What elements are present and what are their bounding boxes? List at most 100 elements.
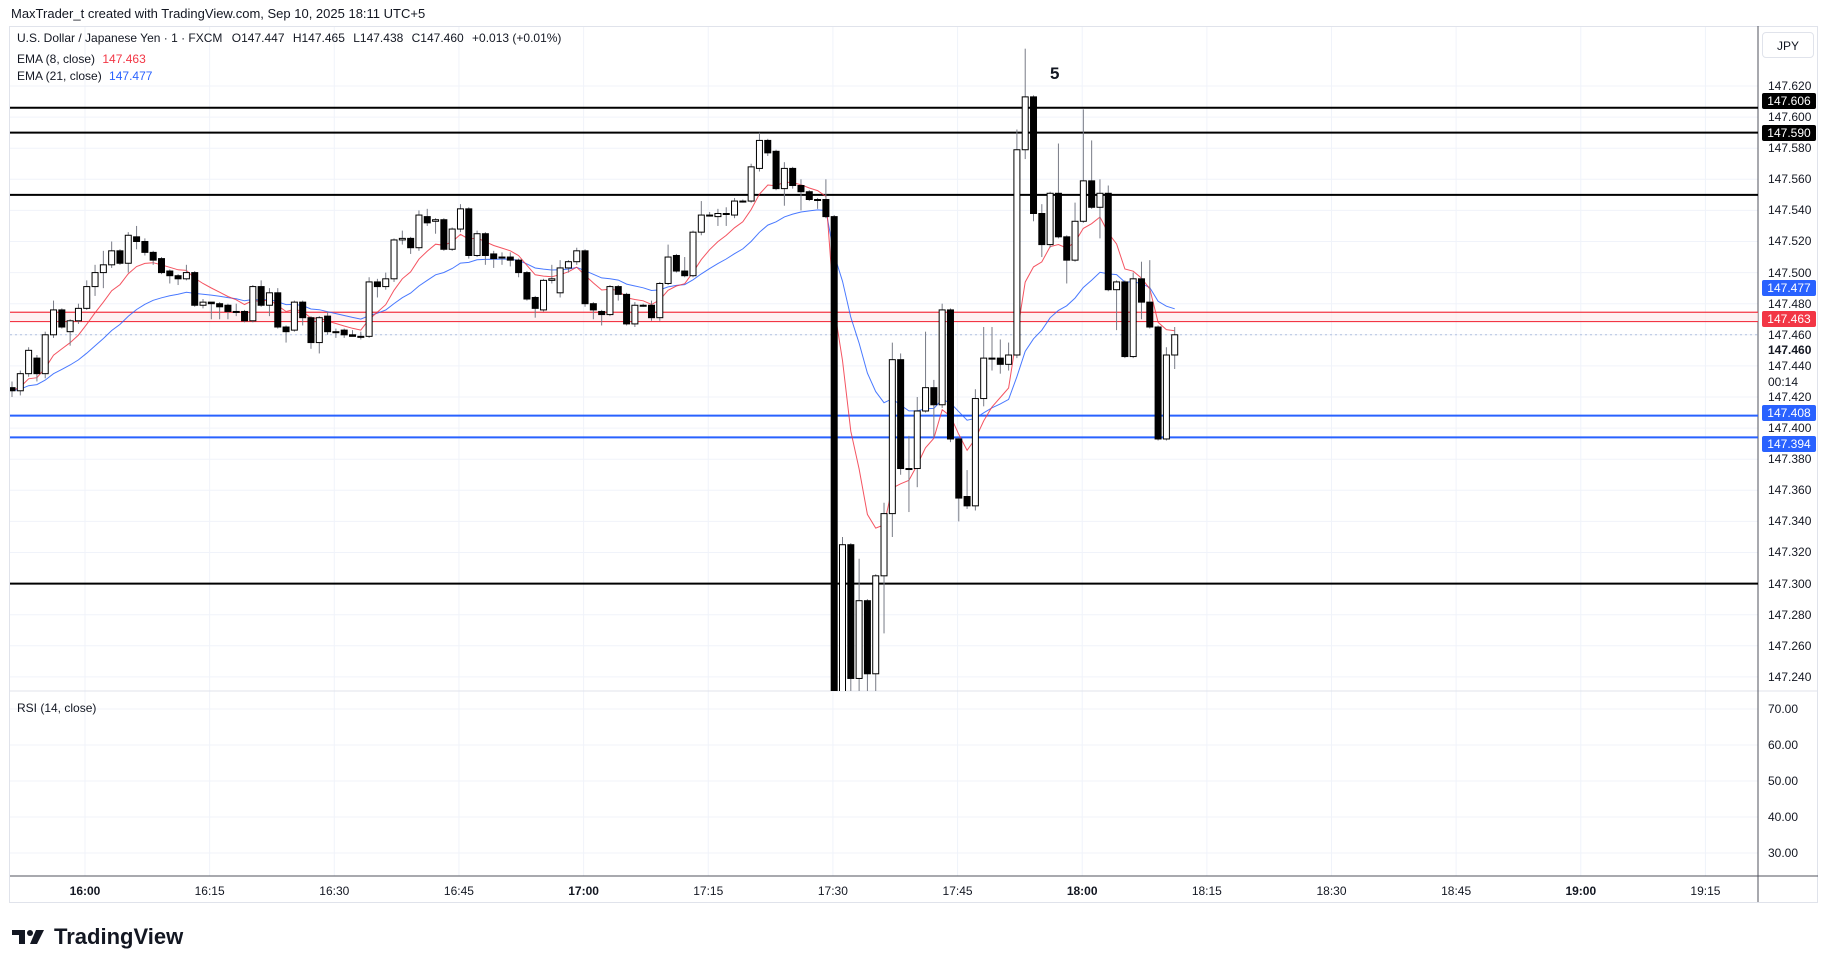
- symbol-name[interactable]: U.S. Dollar / Japanese Yen · 1 · FXCM: [17, 31, 223, 45]
- candle-bullish: [905, 435, 913, 513]
- candle-body: [946, 309, 954, 440]
- candle-bullish: [988, 327, 996, 371]
- candle-body: [1096, 192, 1104, 208]
- candle-bearish: [1146, 260, 1154, 329]
- ema8-legend[interactable]: EMA (8, close) 147.463: [17, 52, 146, 66]
- candle-body: [830, 216, 838, 691]
- candle-bearish: [241, 309, 249, 323]
- ohlc-close: C147.460: [411, 31, 464, 45]
- ema21-label: EMA (21, close): [17, 69, 102, 83]
- candle-bearish: [490, 250, 498, 268]
- candle-bearish: [157, 257, 165, 275]
- candle-bullish: [1171, 327, 1179, 370]
- candle-body: [905, 468, 913, 471]
- price-tick-label: 147.380: [1768, 452, 1812, 467]
- candle-bullish: [1071, 202, 1079, 262]
- candle-body: [1071, 220, 1079, 261]
- candle-body: [498, 256, 506, 259]
- wave-5-annotation[interactable]: 5: [1050, 64, 1060, 83]
- price-axis-label: 147.408: [1762, 404, 1816, 421]
- candle-bearish: [174, 274, 182, 286]
- candle-body: [141, 240, 149, 253]
- candle-bullish: [1021, 48, 1029, 160]
- candle-body: [290, 301, 298, 331]
- candle-body: [340, 329, 348, 336]
- ema21-value: 147.477: [109, 69, 153, 83]
- logo-text: TradingView: [54, 924, 184, 949]
- candle-bearish: [58, 308, 66, 329]
- last-price-label: 147.460: [1768, 342, 1812, 357]
- candle-body: [614, 286, 622, 295]
- rsi-tick-label: 30.00: [1768, 846, 1799, 860]
- candle-bullish: [66, 319, 74, 346]
- candle-body: [332, 331, 340, 334]
- candle-bullish: [1162, 347, 1170, 441]
- candle-bearish: [340, 328, 348, 338]
- candle-body: [988, 357, 996, 360]
- candle-bearish: [216, 302, 224, 320]
- candle-bullish: [855, 558, 863, 691]
- candle-bearish: [133, 225, 141, 250]
- candle-body: [1021, 96, 1029, 151]
- candle-body: [207, 301, 215, 305]
- candle-body: [349, 334, 357, 337]
- price-tick-label: 147.320: [1768, 545, 1812, 560]
- candle-body: [10, 387, 16, 392]
- price-axis-label: 147.477: [1762, 280, 1816, 297]
- candle-bullish: [938, 303, 946, 408]
- candle-body: [182, 272, 190, 280]
- candle-bullish: [83, 280, 91, 310]
- candle-bearish: [623, 292, 631, 326]
- candle-body: [1038, 213, 1046, 246]
- candle-body: [1046, 192, 1054, 246]
- candle-bullish: [1096, 179, 1104, 239]
- candle-bullish: [888, 342, 896, 537]
- time-label: 17:15: [693, 884, 724, 898]
- ema21-legend[interactable]: EMA (21, close) 147.477: [17, 69, 152, 83]
- candle-body: [257, 286, 265, 306]
- candle-bearish: [830, 215, 838, 691]
- candle-body: [232, 310, 240, 313]
- candle-bullish: [631, 302, 639, 328]
- candle-body: [74, 307, 82, 322]
- candle-body: [672, 254, 680, 272]
- candle-body: [922, 387, 930, 412]
- candle-body: [456, 208, 464, 230]
- candle-body: [166, 270, 174, 277]
- candle-bullish: [182, 264, 190, 281]
- candle-bearish: [10, 381, 16, 397]
- candle-body: [116, 250, 124, 264]
- candle-bullish: [432, 218, 440, 234]
- candle-bearish: [299, 300, 307, 326]
- candle-body: [398, 237, 406, 241]
- time-label: 17:45: [942, 884, 973, 898]
- candle-bullish: [755, 132, 763, 172]
- candle-bearish: [822, 179, 830, 219]
- currency-button[interactable]: JPY: [1762, 32, 1814, 58]
- candle-bullish: [315, 316, 323, 354]
- ohlc-open: O147.447: [231, 31, 285, 45]
- candle-bearish: [1030, 95, 1038, 222]
- candle-bullish: [357, 331, 365, 340]
- candle-body: [1104, 192, 1112, 291]
- tradingview-logo[interactable]: TradingView: [12, 924, 183, 950]
- candle-bearish: [946, 308, 954, 443]
- candle-bearish: [598, 309, 606, 326]
- candle-body: [282, 326, 290, 333]
- price-axis-label: 147.394: [1762, 435, 1816, 452]
- candle-body: [99, 264, 107, 274]
- candle-bullish: [872, 574, 880, 691]
- candle-body: [1054, 192, 1062, 238]
- rsi-legend[interactable]: RSI (14, close): [17, 701, 96, 715]
- ema8-label: EMA (8, close): [17, 52, 96, 66]
- candle-bearish: [847, 543, 855, 691]
- candle-bearish: [324, 311, 332, 335]
- candle-bullish: [41, 331, 49, 379]
- time-label: 16:00: [69, 884, 101, 898]
- candle-body: [780, 167, 788, 190]
- candle-body: [573, 250, 581, 263]
- candle-body: [407, 237, 415, 249]
- candle-body: [1013, 149, 1021, 356]
- candle-bullish: [780, 162, 788, 206]
